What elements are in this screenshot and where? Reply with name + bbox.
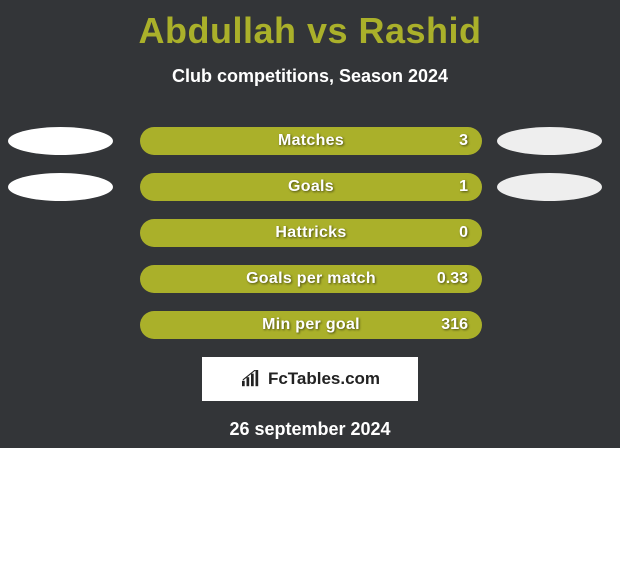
stat-value: 0.33 [437,265,468,293]
stat-label: Hattricks [140,219,482,247]
stat-value: 316 [441,311,468,339]
content-wrapper: Abdullah vs Rashid Club competitions, Se… [0,0,620,440]
right-ellipse [497,173,602,201]
stats-rows: Matches3Goals1Hattricks0Goals per match0… [0,127,620,339]
stat-row: Goals1 [0,173,620,201]
stat-row: Hattricks0 [0,219,620,247]
stat-label: Goals [140,173,482,201]
footer-date: 26 september 2024 [0,419,620,440]
stat-bar: Hattricks0 [140,219,482,247]
stat-bar: Matches3 [140,127,482,155]
left-ellipse [8,173,113,201]
stat-bar: Goals per match0.33 [140,265,482,293]
stat-value: 1 [459,173,468,201]
left-ellipse [8,127,113,155]
stat-bar: Min per goal316 [140,311,482,339]
background-bottom [0,448,620,580]
stat-value: 0 [459,219,468,247]
stat-bar: Goals1 [140,173,482,201]
page-title: Abdullah vs Rashid [0,0,620,52]
brand-chart-icon [240,370,262,388]
stat-row: Matches3 [0,127,620,155]
stat-label: Matches [140,127,482,155]
stat-label: Min per goal [140,311,482,339]
stat-row: Goals per match0.33 [0,265,620,293]
stat-label: Goals per match [140,265,482,293]
stat-value: 3 [459,127,468,155]
stat-row: Min per goal316 [0,311,620,339]
page-subtitle: Club competitions, Season 2024 [0,66,620,87]
brand-text: FcTables.com [268,369,380,389]
brand-box: FcTables.com [202,357,418,401]
right-ellipse [497,127,602,155]
